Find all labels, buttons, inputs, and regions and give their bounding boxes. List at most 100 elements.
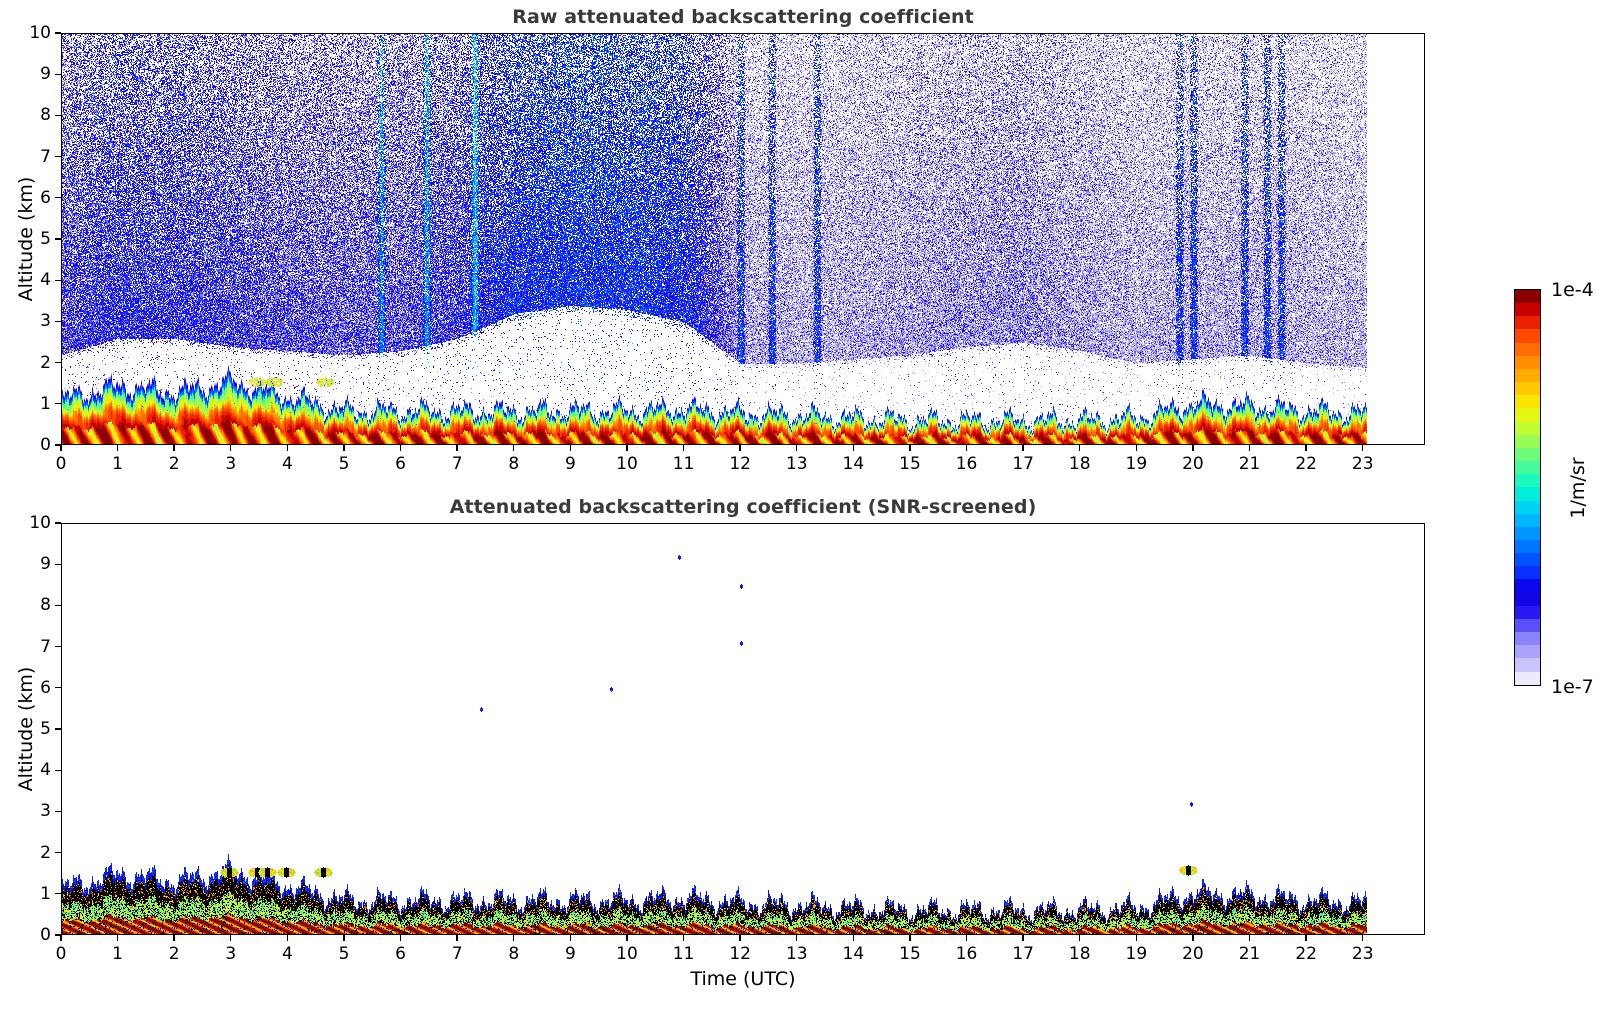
x-tick-mark [852, 935, 855, 941]
ylabel-raw: Altitude (km) [15, 176, 37, 302]
heatmap-screened [62, 524, 1424, 934]
y-tick-mark [55, 604, 61, 607]
x-tick-mark [399, 445, 402, 451]
colorbar-band [1515, 461, 1540, 475]
y-tick-label: 10 [29, 23, 51, 43]
y-tick-mark [55, 114, 61, 117]
x-tick-label: 2 [168, 944, 180, 964]
x-tick-mark [513, 445, 515, 451]
x-tick-label: 22 [1295, 944, 1317, 964]
x-tick-label: 9 [564, 454, 576, 474]
y-tick-mark [55, 893, 61, 895]
x-tick-mark [796, 445, 798, 451]
x-tick-label: 6 [395, 454, 406, 474]
x-tick-label: 16 [955, 454, 978, 474]
y-tick-label: 6 [40, 187, 51, 208]
x-tick-mark [1248, 935, 1251, 941]
x-tick-label: 10 [616, 454, 638, 474]
y-tick-label: 9 [40, 554, 51, 575]
x-tick-mark [682, 445, 685, 451]
x-tick-label: 11 [672, 944, 695, 964]
x-tick-label: 0 [55, 454, 67, 474]
x-tick-label: 20 [1182, 944, 1204, 964]
x-tick-label: 12 [729, 454, 751, 474]
x-tick-mark [60, 445, 62, 451]
colorbar-band [1515, 566, 1540, 580]
x-tick-label: 18 [1068, 944, 1091, 964]
x-tick-mark [60, 935, 62, 941]
colorbar-max-label: 1e-4 [1551, 279, 1594, 301]
x-tick-mark [909, 935, 911, 941]
x-tick-label: 11 [672, 454, 695, 474]
x-tick-mark [116, 935, 119, 941]
y-tick-label: 5 [40, 719, 51, 739]
x-tick-label: 21 [1238, 454, 1261, 474]
x-tick-label: 5 [338, 944, 350, 964]
y-tick-label: 0 [40, 435, 51, 455]
x-tick-mark [1362, 445, 1364, 451]
colorbar-band [1515, 500, 1540, 514]
x-tick-mark [1022, 445, 1024, 451]
x-tick-mark [739, 935, 741, 941]
x-tick-label: 9 [564, 944, 576, 964]
x-tick-mark [1305, 445, 1307, 451]
colorbar-band [1515, 618, 1540, 633]
x-tick-label: 4 [281, 454, 293, 474]
x-tick-label: 8 [508, 944, 520, 964]
x-tick-label: 8 [508, 454, 520, 474]
colorbar-band [1515, 474, 1540, 488]
y-tick-label: 2 [40, 842, 51, 863]
colorbar-band [1515, 434, 1540, 448]
x-tick-mark [1248, 445, 1251, 451]
y-tick-label: 3 [40, 801, 51, 822]
x-tick-label: 2 [168, 454, 180, 474]
x-tick-mark [116, 445, 119, 451]
x-tick-mark [456, 445, 458, 451]
y-tick-mark [55, 155, 61, 158]
colorbar-band [1515, 658, 1540, 672]
y-tick-mark [55, 687, 61, 689]
x-tick-mark [1022, 935, 1024, 941]
x-tick-mark [569, 935, 572, 941]
x-tick-mark [626, 935, 628, 941]
x-tick-label: 15 [899, 454, 921, 474]
colorbar-band [1515, 671, 1540, 685]
x-tick-label: 17 [1012, 454, 1034, 474]
colorbar-band [1515, 592, 1540, 606]
x-tick-label: 1 [112, 454, 124, 474]
x-tick-mark [399, 935, 402, 941]
panel-title-raw: Raw attenuated backscattering coefficien… [512, 6, 974, 28]
x-tick-label: 16 [955, 944, 978, 964]
x-tick-label: 3 [225, 454, 237, 474]
y-tick-label: 10 [29, 513, 51, 533]
x-tick-mark [513, 935, 515, 941]
y-tick-label: 1 [40, 393, 51, 414]
x-tick-mark [965, 445, 968, 451]
y-tick-mark [55, 320, 61, 323]
x-tick-mark [852, 445, 855, 451]
y-tick-mark [55, 563, 61, 565]
x-tick-mark [1305, 935, 1307, 941]
x-tick-label: 4 [281, 944, 293, 964]
x-tick-mark [682, 935, 685, 941]
x-tick-label: 22 [1295, 454, 1317, 474]
x-tick-label: 21 [1238, 944, 1261, 964]
x-tick-label: 15 [899, 944, 921, 964]
y-tick-label: 4 [40, 760, 51, 781]
x-tick-mark [230, 445, 232, 451]
y-tick-mark [55, 851, 61, 854]
plot-axes-screened[interactable] [61, 523, 1425, 935]
colorbar-band [1515, 421, 1540, 435]
x-tick-label: 0 [55, 944, 67, 964]
y-tick-label: 7 [40, 146, 51, 167]
x-tick-mark [965, 935, 968, 941]
heatmap-raw [62, 34, 1424, 444]
colorbar-band [1515, 329, 1540, 343]
plot-axes-raw[interactable] [61, 33, 1425, 445]
colorbar[interactable] [1514, 289, 1541, 686]
x-tick-label: 3 [225, 944, 237, 964]
panel-title-screened: Attenuated backscattering coefficient (S… [449, 496, 1037, 518]
x-tick-mark [1135, 935, 1138, 941]
x-tick-label: 18 [1068, 454, 1091, 474]
